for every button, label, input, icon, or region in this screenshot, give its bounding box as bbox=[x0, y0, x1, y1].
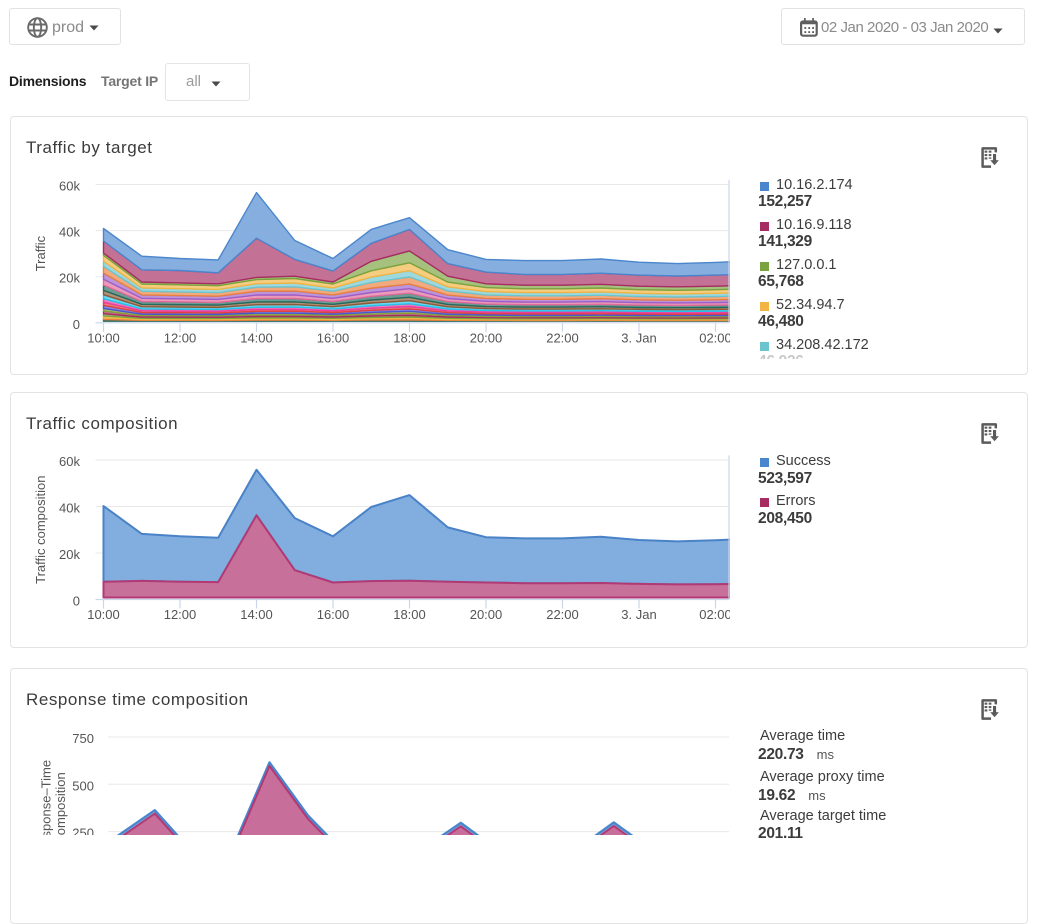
svg-text:60k: 60k bbox=[59, 454, 80, 469]
svg-text:750: 750 bbox=[72, 731, 94, 746]
svg-text:Traffic composition: Traffic composition bbox=[33, 476, 48, 584]
svg-text:14:00: 14:00 bbox=[240, 330, 273, 345]
svg-text:18:00: 18:00 bbox=[393, 607, 426, 622]
svg-text:02:00: 02:00 bbox=[699, 330, 730, 345]
svg-text:60k: 60k bbox=[59, 179, 80, 194]
svg-text:22:00: 22:00 bbox=[546, 330, 579, 345]
svg-text:0: 0 bbox=[73, 317, 80, 332]
svg-text:14:00: 14:00 bbox=[240, 607, 273, 622]
svg-text:40k: 40k bbox=[59, 501, 80, 516]
svg-text:18:00: 18:00 bbox=[393, 330, 426, 345]
svg-text:16:00: 16:00 bbox=[317, 607, 350, 622]
svg-text:3. Jan: 3. Jan bbox=[621, 607, 656, 622]
svg-text:40k: 40k bbox=[59, 225, 80, 240]
svg-text:12:00: 12:00 bbox=[164, 330, 197, 345]
svg-text:3. Jan: 3. Jan bbox=[621, 330, 656, 345]
svg-text:500: 500 bbox=[72, 778, 94, 793]
svg-text:20:00: 20:00 bbox=[470, 330, 503, 345]
svg-text:10:00: 10:00 bbox=[87, 607, 120, 622]
svg-text:20k: 20k bbox=[59, 547, 80, 562]
svg-text:12:00: 12:00 bbox=[164, 607, 197, 622]
svg-text:composition: composition bbox=[53, 772, 68, 835]
svg-text:16:00: 16:00 bbox=[317, 330, 350, 345]
svg-text:250: 250 bbox=[72, 826, 94, 835]
svg-text:10:00: 10:00 bbox=[87, 330, 120, 345]
svg-text:02:00: 02:00 bbox=[699, 607, 730, 622]
svg-text:20k: 20k bbox=[59, 271, 80, 286]
svg-text:22:00: 22:00 bbox=[546, 607, 579, 622]
svg-text:Response–Time: Response–Time bbox=[39, 760, 54, 835]
svg-text:20:00: 20:00 bbox=[470, 607, 503, 622]
svg-text:0: 0 bbox=[73, 594, 80, 609]
svg-text:Traffic: Traffic bbox=[33, 235, 48, 271]
